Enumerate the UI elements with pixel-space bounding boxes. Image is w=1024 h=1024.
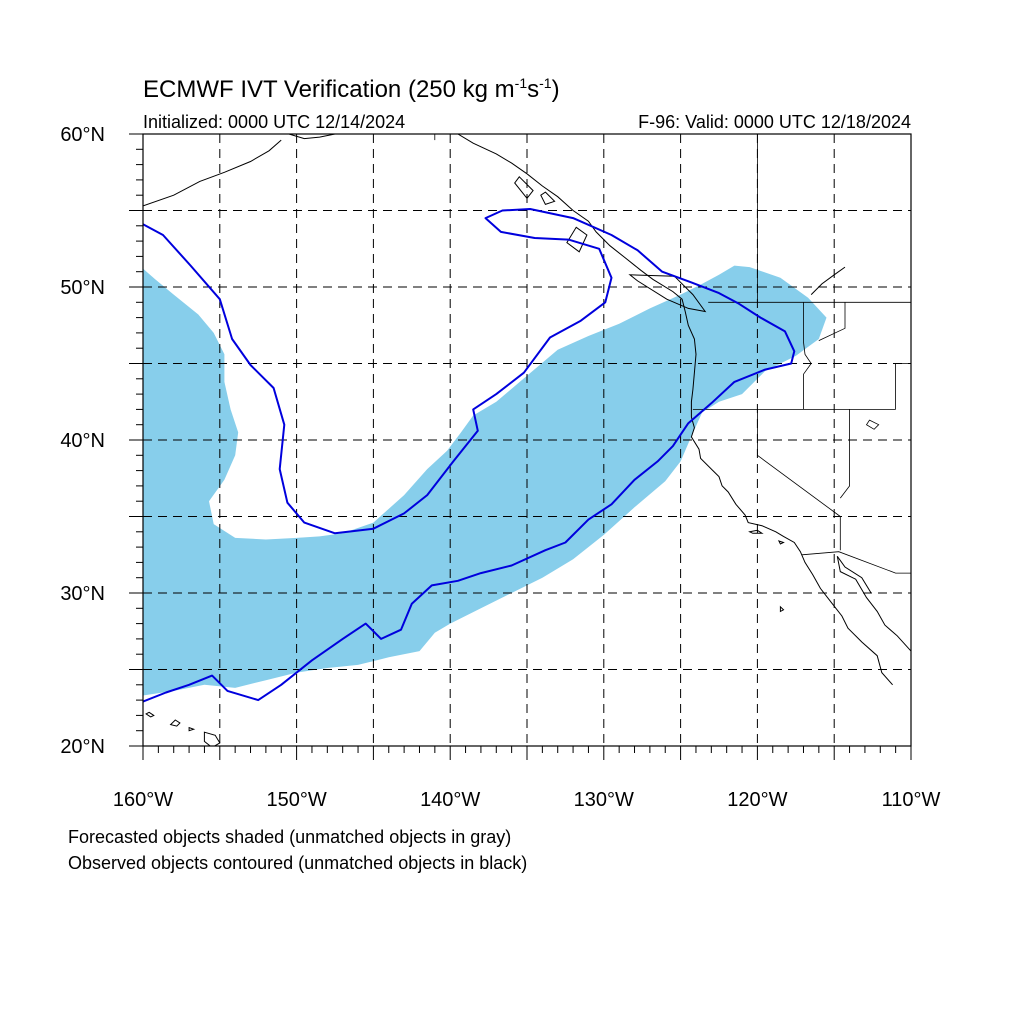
lat-tick-label: 30°N — [60, 583, 105, 605]
island-outline — [169, 719, 181, 727]
coastline-segment — [457, 134, 893, 686]
lat-tick-label: 40°N — [60, 430, 105, 452]
lon-tick-label: 110°W — [882, 789, 941, 811]
lat-lon-grid — [143, 134, 911, 746]
lon-tick-label: 160°W — [113, 789, 173, 811]
lon-tick-label: 140°W — [420, 789, 480, 811]
coastline-segment — [143, 139, 282, 207]
lat-tick-label: 50°N — [60, 277, 105, 299]
island-outline — [779, 605, 785, 613]
valid-time: F-96: Valid: 0000 UTC 12/18/2024 — [638, 112, 911, 132]
island-outline — [748, 529, 764, 534]
observed-ivt-contour — [143, 208, 796, 703]
map-frame — [142, 133, 912, 747]
political-border — [818, 302, 846, 341]
lon-tick-label: 120°W — [727, 789, 787, 811]
map-plot-area — [143, 134, 911, 746]
political-border — [839, 409, 850, 499]
forecast-object-layer — [143, 265, 827, 696]
initialized-time: Initialized: 0000 UTC 12/14/2024 — [143, 112, 405, 132]
island-outline — [188, 726, 196, 732]
political-border — [803, 302, 812, 410]
island-outline — [628, 274, 707, 313]
forecast-ivt-object — [143, 265, 827, 696]
lake-outline — [865, 419, 880, 430]
lat-tick-label: 60°N — [60, 124, 105, 146]
coastline-segment — [836, 556, 872, 594]
observed-object-layer — [143, 208, 796, 703]
legend-note-forecast: Forecasted objects shaded (unmatched obj… — [68, 827, 511, 847]
political-border — [801, 551, 911, 574]
coastline-segment — [836, 556, 911, 652]
political-border — [757, 409, 841, 551]
axis-labels: 160°W 150°W 140°W 130°W 120°W 110°W 20°N 30°N 40… — [60, 124, 940, 811]
island-outline — [145, 711, 155, 718]
axis-ticks — [129, 133, 912, 760]
chart-title: ECMWF IVT Verification (250 kg m-1s-1) — [143, 75, 560, 103]
island-outline — [203, 731, 221, 746]
legend-note-observed: Observed objects contoured (unmatched ob… — [68, 853, 527, 873]
island-outline — [777, 540, 785, 545]
coastline-segment — [810, 266, 846, 295]
lon-tick-label: 130°W — [574, 789, 634, 811]
island-outline — [540, 191, 556, 206]
island-outline — [566, 226, 588, 253]
lon-tick-label: 150°W — [266, 789, 326, 811]
lat-tick-label: 20°N — [60, 736, 105, 758]
